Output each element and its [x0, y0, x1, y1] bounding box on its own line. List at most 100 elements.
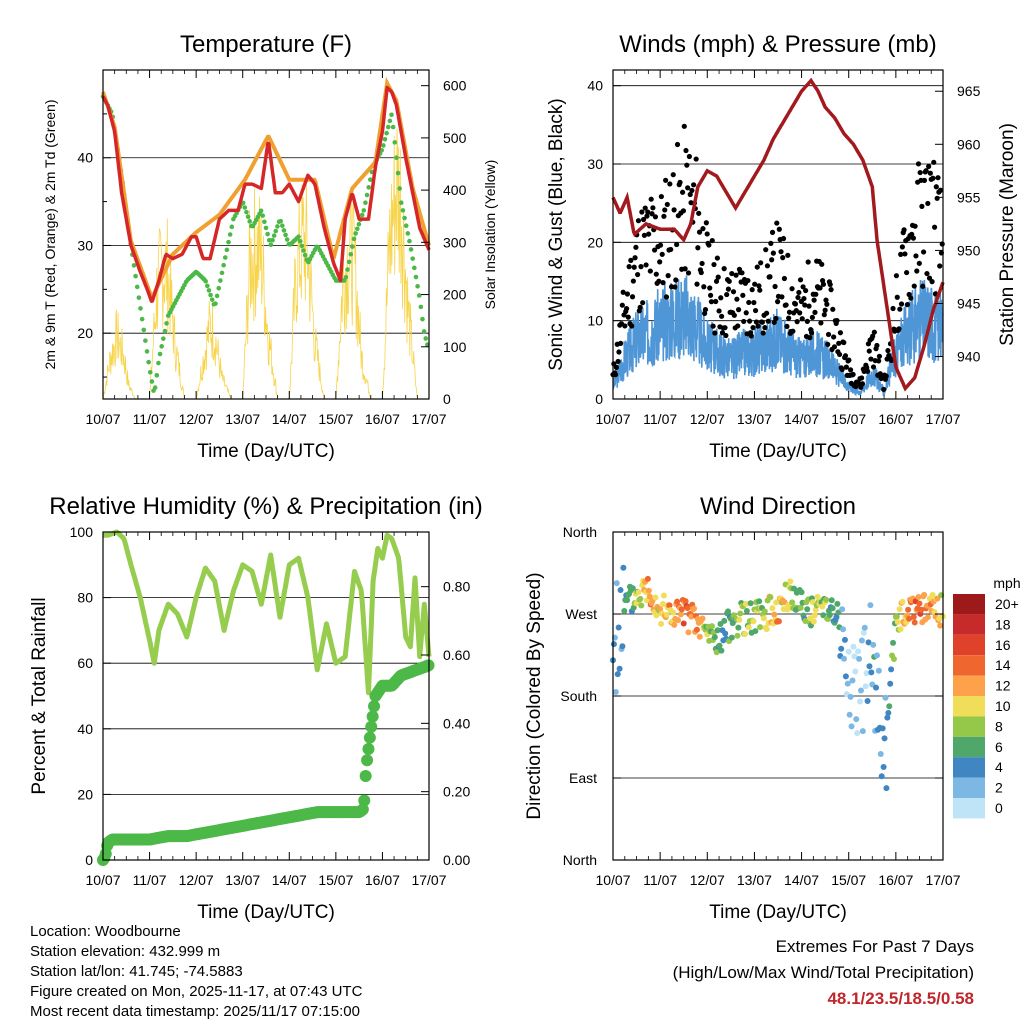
- gust-point: [677, 179, 683, 185]
- wind_direction-xtick-label: 16/07: [878, 872, 913, 888]
- dewpoint-point: [203, 278, 208, 284]
- dewpoint-point: [278, 218, 283, 224]
- solar-ytick-label: 600: [443, 78, 467, 94]
- direction-point: [848, 723, 855, 730]
- gust-point: [624, 291, 631, 297]
- gust-point: [689, 187, 695, 194]
- gust-point: [620, 289, 626, 295]
- gust-point: [790, 328, 796, 334]
- gust-point: [710, 323, 716, 329]
- gust-point: [630, 278, 636, 284]
- direction-point: [616, 665, 623, 672]
- direction-point: [653, 612, 660, 619]
- humidity-xtick-label: 10/07: [85, 872, 120, 888]
- gust-point: [910, 235, 916, 241]
- gust-point: [779, 294, 785, 300]
- gust-point: [704, 231, 710, 237]
- gust-point: [756, 283, 762, 289]
- gust-point: [616, 349, 622, 355]
- gust-point: [822, 307, 828, 313]
- figure-created: Figure created on Mon, 2025-11-17, at 07…: [30, 983, 363, 1000]
- direction-point: [823, 596, 830, 603]
- colorbar-label: 0: [995, 800, 1003, 816]
- dewpoint-point: [242, 205, 248, 210]
- gust-point: [707, 285, 713, 291]
- dewpoint-point: [392, 140, 398, 145]
- gust-point: [680, 208, 687, 214]
- gust-point: [919, 203, 925, 209]
- dewpoint-point: [247, 219, 252, 224]
- speed-colorbar: mph 20+ 18 16 14 12 10 8 6 4 2 0: [953, 575, 1021, 819]
- winds-ytick-label: 10: [587, 313, 603, 329]
- direction-point: [810, 618, 817, 625]
- direction-point: [846, 711, 853, 718]
- gust-point: [731, 312, 737, 318]
- gust-point: [721, 266, 727, 272]
- gust-point: [898, 301, 905, 307]
- gust-point: [650, 205, 656, 211]
- gust-point: [643, 262, 649, 268]
- dewpoint-point: [206, 288, 212, 293]
- gust-point: [638, 264, 644, 270]
- winds-xlabel: Time (Day/UTC): [709, 441, 847, 462]
- dewpoint-point: [265, 231, 270, 237]
- direction-point: [688, 613, 695, 620]
- dewpoint-point: [284, 237, 290, 242]
- gust-point: [618, 340, 624, 346]
- gust-point: [764, 263, 771, 269]
- gust-point: [846, 357, 852, 363]
- gust-point: [776, 226, 782, 232]
- gust-point: [801, 295, 807, 302]
- gust-point: [729, 270, 735, 277]
- gust-point: [825, 341, 831, 348]
- gust-point: [896, 326, 902, 332]
- colorbar-label: 4: [995, 759, 1003, 775]
- direction-point: [610, 641, 617, 648]
- pressure-ytick-label: 950: [957, 242, 981, 258]
- humidity-xtick-label: 15/07: [318, 872, 353, 888]
- gust-point: [871, 329, 877, 335]
- temperature-xtick-label: 16/07: [365, 411, 400, 427]
- direction-point: [635, 589, 642, 596]
- rainfall-ytick-label: 0.20: [443, 784, 470, 800]
- dewpoint-point: [412, 265, 417, 271]
- direction-point: [828, 597, 835, 604]
- direction-point: [888, 666, 895, 673]
- direction-point: [918, 606, 925, 613]
- dewpoint-point: [222, 255, 228, 260]
- dewpoint-point: [381, 143, 386, 148]
- direction-point: [878, 773, 885, 780]
- gust-point: [662, 207, 668, 213]
- direction-point: [850, 643, 857, 650]
- direction-point: [858, 637, 865, 644]
- gust-point: [687, 191, 693, 198]
- gust-point: [755, 323, 761, 329]
- gust-point: [753, 319, 760, 325]
- humidity-xlabel: Time (Day/UTC): [197, 902, 335, 923]
- wind_direction-xtick-label: 15/07: [831, 872, 866, 888]
- direction-point: [691, 605, 698, 612]
- gust-point: [711, 261, 717, 268]
- station-latlon: Station lat/lon: 41.745; -74.5883: [30, 963, 243, 980]
- direction-point: [924, 614, 931, 621]
- direction-point: [684, 605, 691, 612]
- gust-point: [679, 189, 686, 195]
- gust-point: [686, 153, 692, 160]
- direction-point: [752, 628, 759, 635]
- temp-2m-line: [101, 85, 431, 303]
- direction-point: [722, 630, 729, 637]
- dewpoint-point: [209, 297, 215, 302]
- temperature-xtick-label: 13/07: [225, 411, 260, 427]
- dewpoint-point: [260, 213, 266, 218]
- gust-point: [913, 253, 919, 259]
- direction-point: [840, 626, 847, 633]
- colorbar-swatch: [953, 716, 985, 737]
- direction-ytick-label: North: [563, 852, 597, 868]
- direction-point: [680, 620, 687, 627]
- gust-point: [699, 260, 705, 267]
- dewpoint-point: [244, 209, 249, 215]
- gust-point: [870, 364, 877, 370]
- gust-point: [640, 216, 647, 223]
- direction-point: [721, 617, 728, 624]
- wind_direction-xtick-label: 13/07: [737, 872, 772, 888]
